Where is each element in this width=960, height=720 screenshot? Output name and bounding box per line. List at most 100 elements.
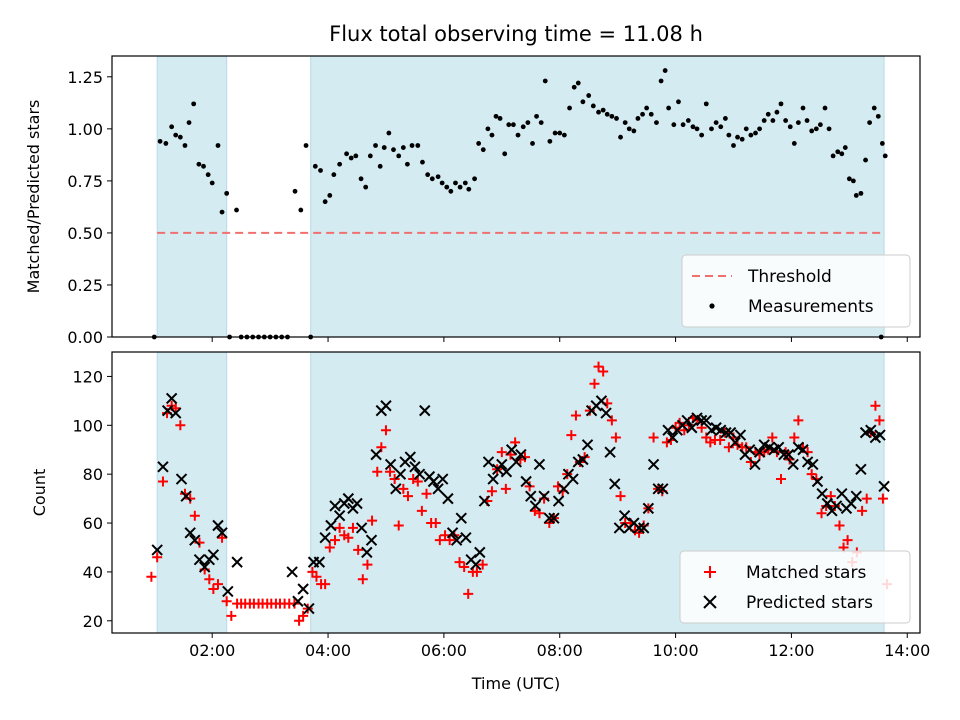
y-tick-label: 40 xyxy=(83,563,103,582)
axes-frame xyxy=(111,55,921,338)
measurement-point xyxy=(703,101,709,107)
measurement-point xyxy=(600,107,606,113)
matched-star-point xyxy=(398,483,409,494)
x-tick-label: 08:00 xyxy=(537,641,583,660)
predicted-star-point xyxy=(529,500,542,512)
predicted-star-point xyxy=(419,404,431,417)
measurement-point xyxy=(506,122,512,128)
x-tick-label: 12:00 xyxy=(768,641,814,660)
predicted-star-point xyxy=(618,510,631,522)
matched-star-point xyxy=(566,430,577,441)
predicted-star-point xyxy=(642,502,655,515)
measurement-point xyxy=(739,136,745,142)
predicted-star-point xyxy=(292,595,304,607)
predicted-star-point xyxy=(442,492,454,505)
matched-star-point xyxy=(402,491,413,502)
y-tick-label: 1.25 xyxy=(67,68,103,87)
matched-star-point xyxy=(440,530,451,541)
measurement-point xyxy=(817,122,823,128)
predicted-star-point xyxy=(520,475,532,488)
measurement-point xyxy=(590,103,596,109)
measurement-point xyxy=(480,147,486,153)
measurement-point xyxy=(662,68,668,73)
measurement-point xyxy=(348,155,354,161)
matched-star-point xyxy=(454,557,465,568)
measurement-point xyxy=(813,126,819,132)
measurement-point xyxy=(853,193,859,198)
measurement-point xyxy=(196,161,202,167)
predicted-star-point xyxy=(749,458,761,471)
measurement-point xyxy=(358,176,364,182)
predicted-star-point xyxy=(437,473,449,485)
predicted-star-point xyxy=(548,512,560,524)
x-axis-label: Time (UTC) xyxy=(471,674,560,693)
measurement-point xyxy=(839,151,845,157)
predicted-star-point xyxy=(455,512,467,524)
predicted-star-point xyxy=(361,546,373,559)
measurement-point xyxy=(648,111,654,117)
matched-star-point xyxy=(367,515,378,526)
predicted-star-point xyxy=(286,566,298,578)
predicted-star-point xyxy=(365,534,378,546)
predicted-star-point xyxy=(474,546,486,559)
measurement-point xyxy=(709,126,714,132)
predicted-star-point xyxy=(558,483,570,495)
measurement-point xyxy=(753,130,758,136)
measurement-point xyxy=(858,190,864,196)
matched-star-point xyxy=(353,544,364,555)
measurement-point xyxy=(367,153,373,159)
measurement-point xyxy=(622,120,628,126)
predicted-star-point xyxy=(189,534,201,546)
measurement-point xyxy=(209,180,215,186)
matched-star-point xyxy=(389,474,400,485)
predicted-star-point xyxy=(470,558,482,571)
matched-star-point xyxy=(226,610,237,621)
matched-star-point xyxy=(152,552,163,563)
y-tick-label: 0.50 xyxy=(67,224,103,243)
predicted-star-point xyxy=(460,531,472,544)
measurement-point xyxy=(680,122,686,128)
measurement-point xyxy=(420,159,425,165)
y-axis-label: Count xyxy=(30,469,49,517)
x-tick-label: 10:00 xyxy=(653,641,699,660)
matched-star-point xyxy=(806,469,817,480)
measurement-point xyxy=(726,132,732,138)
matched-star-point xyxy=(723,442,734,453)
measurement-point xyxy=(215,143,221,148)
measurement-point xyxy=(770,118,776,123)
legend-box xyxy=(679,550,911,624)
matched-star-point xyxy=(385,466,396,477)
predicted-star-point xyxy=(720,426,732,439)
measurement-point xyxy=(609,113,615,119)
matched-star-point xyxy=(593,361,604,372)
measurement-point xyxy=(439,180,445,186)
measurement-point xyxy=(538,120,544,126)
matched-star-point xyxy=(416,505,427,516)
measurement-point xyxy=(476,141,482,146)
matched-star-point xyxy=(471,566,482,577)
measurement-point xyxy=(658,78,664,84)
measurement-point xyxy=(774,109,780,115)
predicted-star-point xyxy=(313,556,326,568)
predicted-star-point xyxy=(333,510,346,522)
legend-box xyxy=(681,254,911,328)
measurement-point xyxy=(800,105,806,111)
predicted-star-point xyxy=(878,480,890,493)
y-tick-label: 0.25 xyxy=(67,276,103,295)
predicted-star-point xyxy=(604,446,616,458)
predicted-star-point xyxy=(351,497,363,510)
measurement-point xyxy=(303,143,309,148)
predicted-star-point xyxy=(297,583,309,595)
measurement-point xyxy=(830,153,836,159)
measurement-point xyxy=(169,124,175,130)
matched-star-point xyxy=(146,571,157,582)
measurement-point xyxy=(453,180,458,186)
measurement-point xyxy=(373,143,378,148)
x-tick-label: 14:00 xyxy=(884,641,930,660)
measurement-point xyxy=(618,134,623,140)
matched-star-point xyxy=(189,510,200,521)
predicted-star-point xyxy=(855,463,867,475)
measurement-point xyxy=(850,178,856,184)
matched-star-point xyxy=(775,474,786,485)
matched-star-point xyxy=(311,571,322,582)
